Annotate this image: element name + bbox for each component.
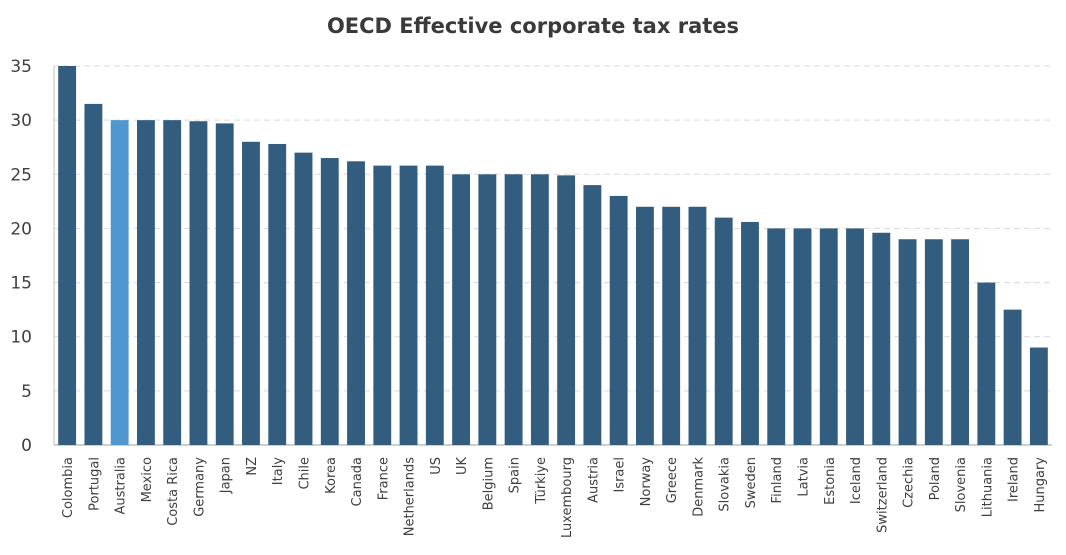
bar-israel [609,195,628,445]
x-category-label: Slovenia [954,457,969,512]
bar-hungary [1029,347,1048,445]
bar-latvia [793,228,812,445]
bar-slovakia [714,217,733,445]
bar-uk [452,174,471,446]
x-category-label: Lithuania [980,457,995,517]
x-category-label: Poland [928,457,943,500]
y-tick-label: 35 [10,57,32,77]
y-tick-label: 30 [10,111,32,131]
x-category-label: Luxembourg [560,457,575,538]
x-category-label: Italy [271,457,286,486]
x-category-label: France [376,457,391,500]
x-category-label: Spain [508,457,523,493]
bar-slovenia [951,239,970,445]
bar-ireland [1003,309,1022,445]
x-category-label: Estonia [823,457,838,505]
y-tick-label: 25 [10,165,32,185]
y-tick-label: 20 [10,219,32,239]
x-category-label: Colombia [61,457,76,518]
bar-chile [294,152,313,445]
bar-switzerland [872,232,891,445]
bar-nz [242,141,260,446]
y-tick-label: 5 [21,382,32,402]
bar-lithuania [977,282,996,445]
bar-spain [504,174,523,446]
bar-costa-rica [163,120,182,446]
bar-sweden [741,221,759,445]
x-category-label: Austria [586,457,601,503]
x-category-label: Sweden [744,457,759,508]
x-category-label: Korea [324,457,339,494]
x-category-label: Japan [219,457,234,494]
bar-denmark [688,206,707,445]
bar-netherlands [399,165,418,445]
bar-france [373,165,392,445]
x-category-label: US [429,457,444,475]
y-tick-labels: 0 5 10 15 20 25 30 35 [10,57,32,456]
x-category-label: Costa Rica [166,457,181,526]
x-category-label: Ireland [1007,457,1022,502]
bar-canada [347,161,365,445]
x-category-label: Finland [770,457,785,503]
bar-türkiye [530,174,549,446]
x-category-label: Mexico [140,457,155,502]
bar-iceland [846,228,864,445]
x-category-label: NZ [245,457,260,476]
bar-estonia [819,228,838,445]
chart-title: OECD Effective corporate tax rates [326,14,740,38]
bar-us [425,165,444,445]
bar-australia [110,120,129,446]
x-category-label: Czechia [902,457,917,508]
bars [58,66,1048,446]
x-category-label: Chile [298,457,313,490]
x-category-label: Greece [665,457,680,503]
bar-austria [583,185,602,445]
x-category-label: Türkiye [534,457,549,505]
x-category-label: Iceland [849,457,864,504]
y-tick-label: 15 [10,274,32,294]
bar-norway [635,206,654,445]
x-category-label: Slovakia [718,457,733,512]
bar-germany [189,121,208,446]
bar-korea [320,158,339,446]
y-tick-label: 10 [10,328,32,348]
x-category-label: Switzerland [875,457,890,533]
bar-greece [662,206,681,445]
bar-japan [215,123,234,446]
bar-luxembourg [557,175,576,445]
x-category-labels: Colombia Portugal Australia Mexico Costa Ric… [61,457,1048,538]
x-category-label: Norway [639,457,654,507]
x-category-label: Australia [114,457,129,515]
bar-czechia [898,239,917,445]
x-category-label: Denmark [691,457,706,517]
bar-belgium [478,174,497,446]
x-category-label: UK [455,457,470,476]
bar-poland [924,239,943,445]
bar-italy [268,143,287,446]
x-category-label: Canada [350,457,365,506]
bar-colombia [58,66,77,445]
x-category-label: Israel [613,457,628,493]
x-category-label: Netherlands [403,457,418,536]
bar-mexico [136,120,155,446]
x-category-label: Latvia [797,457,812,497]
x-category-label: Germany [192,457,207,517]
x-category-label: Belgium [481,457,496,510]
y-tick-label: 0 [21,436,32,456]
bar-finland [767,228,786,445]
x-category-label: Portugal [87,457,102,511]
bar-portugal [84,103,103,446]
x-category-label: Hungary [1033,457,1048,513]
